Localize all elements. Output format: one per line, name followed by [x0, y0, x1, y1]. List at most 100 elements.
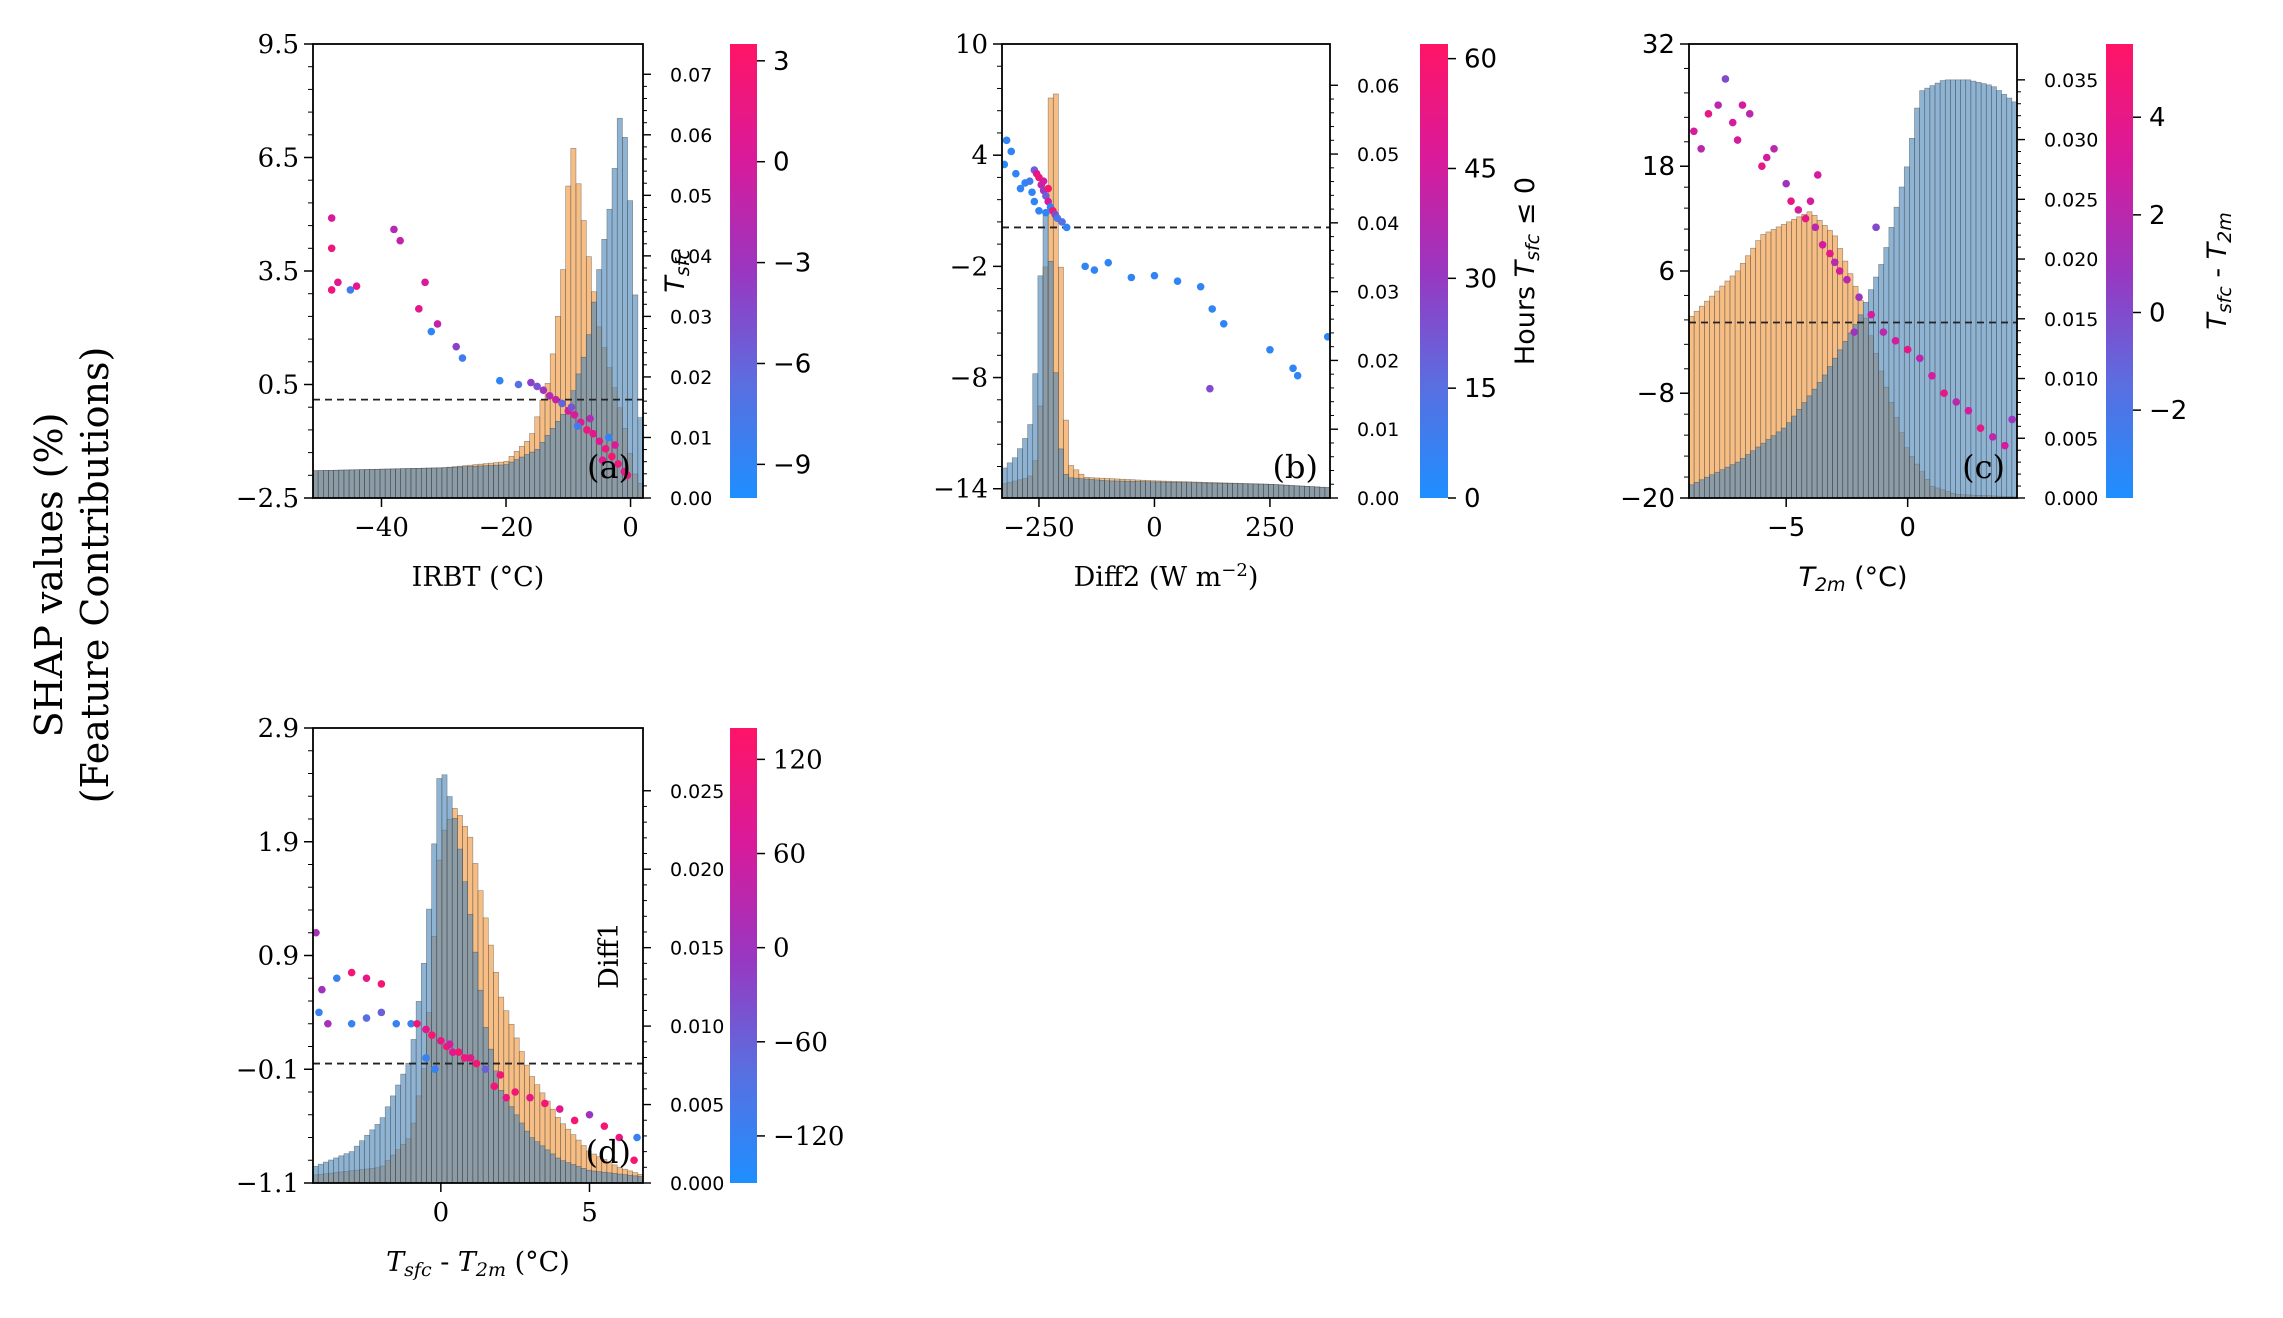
scatter-point — [327, 244, 336, 253]
x-tick-label: 0 — [433, 1198, 450, 1228]
hist-bar — [1252, 483, 1259, 498]
colorbar-tick-label: 60 — [773, 840, 806, 870]
hist-bar — [420, 962, 427, 1183]
hist-bar — [364, 1134, 371, 1183]
scatter-point — [601, 445, 610, 453]
scatter-point — [1976, 424, 1985, 432]
hist-tick-label: 0.01 — [1357, 419, 1399, 441]
scatter-point — [585, 1110, 594, 1119]
hist-tick-label: 0.06 — [1357, 75, 1399, 97]
hist-bar — [1965, 79, 1972, 498]
hist-tick-label: 0.05 — [1357, 144, 1399, 166]
hist-tick-label: 0.030 — [2044, 130, 2098, 152]
hist-bar — [534, 1141, 541, 1183]
scatter-point — [1150, 271, 1159, 280]
hist-bar — [1140, 481, 1146, 498]
hist-bar — [1806, 395, 1813, 498]
panel-a: −40 −20 0 −2.5 0.5 3.5 6.5 9.5 0.00 0.01 0.02 0.03 0… — [236, 30, 811, 593]
hist-bar — [1073, 477, 1080, 498]
hist-blue — [313, 117, 643, 498]
scatter-point — [552, 395, 560, 404]
hist-bar — [1862, 301, 1869, 498]
x-tick-label: −250 — [1003, 513, 1074, 543]
hist-bar — [1888, 227, 1895, 498]
hist-bar — [379, 1117, 386, 1183]
scatter-point — [1081, 262, 1089, 271]
hist-bar — [1232, 483, 1239, 498]
x-tick-label: 0 — [1899, 513, 1916, 543]
scatter-point — [1208, 305, 1216, 313]
scatter-point — [1794, 206, 1803, 214]
scatter-point — [1266, 345, 1274, 354]
hist-bar — [1893, 206, 1900, 498]
hist-bar — [472, 951, 479, 1183]
hist-bar — [400, 468, 407, 498]
x-tick-label: 250 — [1245, 513, 1295, 543]
hist-bar — [1944, 79, 1951, 498]
hist-bar — [575, 373, 582, 498]
hist-bar — [477, 989, 484, 1183]
hist-bar — [1755, 446, 1762, 498]
hist-bar — [1775, 431, 1782, 498]
hist-bar — [503, 1098, 510, 1183]
hist-bar — [1745, 454, 1751, 498]
hist-tick-label: 0.01 — [670, 427, 712, 449]
scatter-point — [362, 974, 371, 983]
hist-bar — [1278, 484, 1285, 498]
hist-bar — [359, 469, 365, 498]
hist-bar — [534, 449, 541, 498]
hist-bar — [343, 469, 350, 498]
colorbar-tick-label: 120 — [773, 745, 823, 775]
hist-bar — [405, 468, 412, 498]
hist-bar — [596, 1171, 603, 1183]
hist-bar — [1170, 481, 1177, 498]
hist-bar — [353, 1145, 360, 1183]
y-tick-label: −8 — [950, 364, 988, 394]
hist-bar — [384, 1106, 391, 1183]
hist-bar — [1832, 357, 1838, 498]
hist-bar — [359, 1140, 365, 1183]
hist-bar — [1791, 415, 1797, 498]
scatter-point — [1012, 169, 1020, 178]
hist-bar — [323, 1161, 329, 1183]
scatter-point — [615, 1133, 624, 1142]
colorbar-tick-label: −3 — [773, 249, 811, 279]
hist-bar — [1786, 422, 1792, 498]
hist-bar — [477, 465, 484, 498]
hist-bar — [446, 467, 453, 498]
scatter-point — [1855, 293, 1863, 301]
scatter-point — [458, 354, 467, 362]
hist-bar — [1032, 373, 1039, 498]
scatter-point — [1062, 223, 1071, 232]
hist-tick-label: 0.015 — [2044, 309, 2098, 331]
hist-bar — [1288, 485, 1295, 498]
hist-bar — [390, 468, 396, 498]
scatter-point — [1843, 275, 1851, 284]
hist-tick-label: 0.025 — [670, 781, 724, 803]
panel-letter: (d) — [586, 1133, 631, 1171]
hist-bar — [482, 465, 489, 498]
scatter-point — [396, 236, 404, 245]
hist-tick-label: 0.005 — [670, 1095, 724, 1117]
colorbar-tick-label: −6 — [773, 349, 811, 379]
hist-bar — [1719, 469, 1726, 498]
hist-bar — [369, 1129, 376, 1183]
scatter-point — [431, 1065, 439, 1074]
hist-bar — [549, 428, 556, 498]
hist-bar — [1206, 482, 1213, 498]
scatter-point — [1039, 177, 1048, 185]
panel-b: −250 0 250 −14 −8 −2 4 10 0.00 0.01 0.02 0.03 0.04 0.… — [933, 30, 1544, 593]
scatter-point — [1867, 310, 1876, 319]
scatter-point — [541, 1099, 549, 1108]
scatter-point — [346, 286, 355, 294]
hist-bar — [1324, 487, 1330, 498]
hist-bar — [467, 914, 474, 1183]
hist-bar — [1950, 79, 1956, 498]
scatter-point — [573, 422, 582, 430]
hist-bar — [405, 1062, 412, 1183]
hist-bar — [400, 1073, 407, 1183]
hist-bar — [1704, 476, 1710, 498]
scatter-point — [1835, 267, 1844, 275]
hist-bar — [1298, 485, 1305, 498]
hist-bar — [431, 467, 438, 498]
